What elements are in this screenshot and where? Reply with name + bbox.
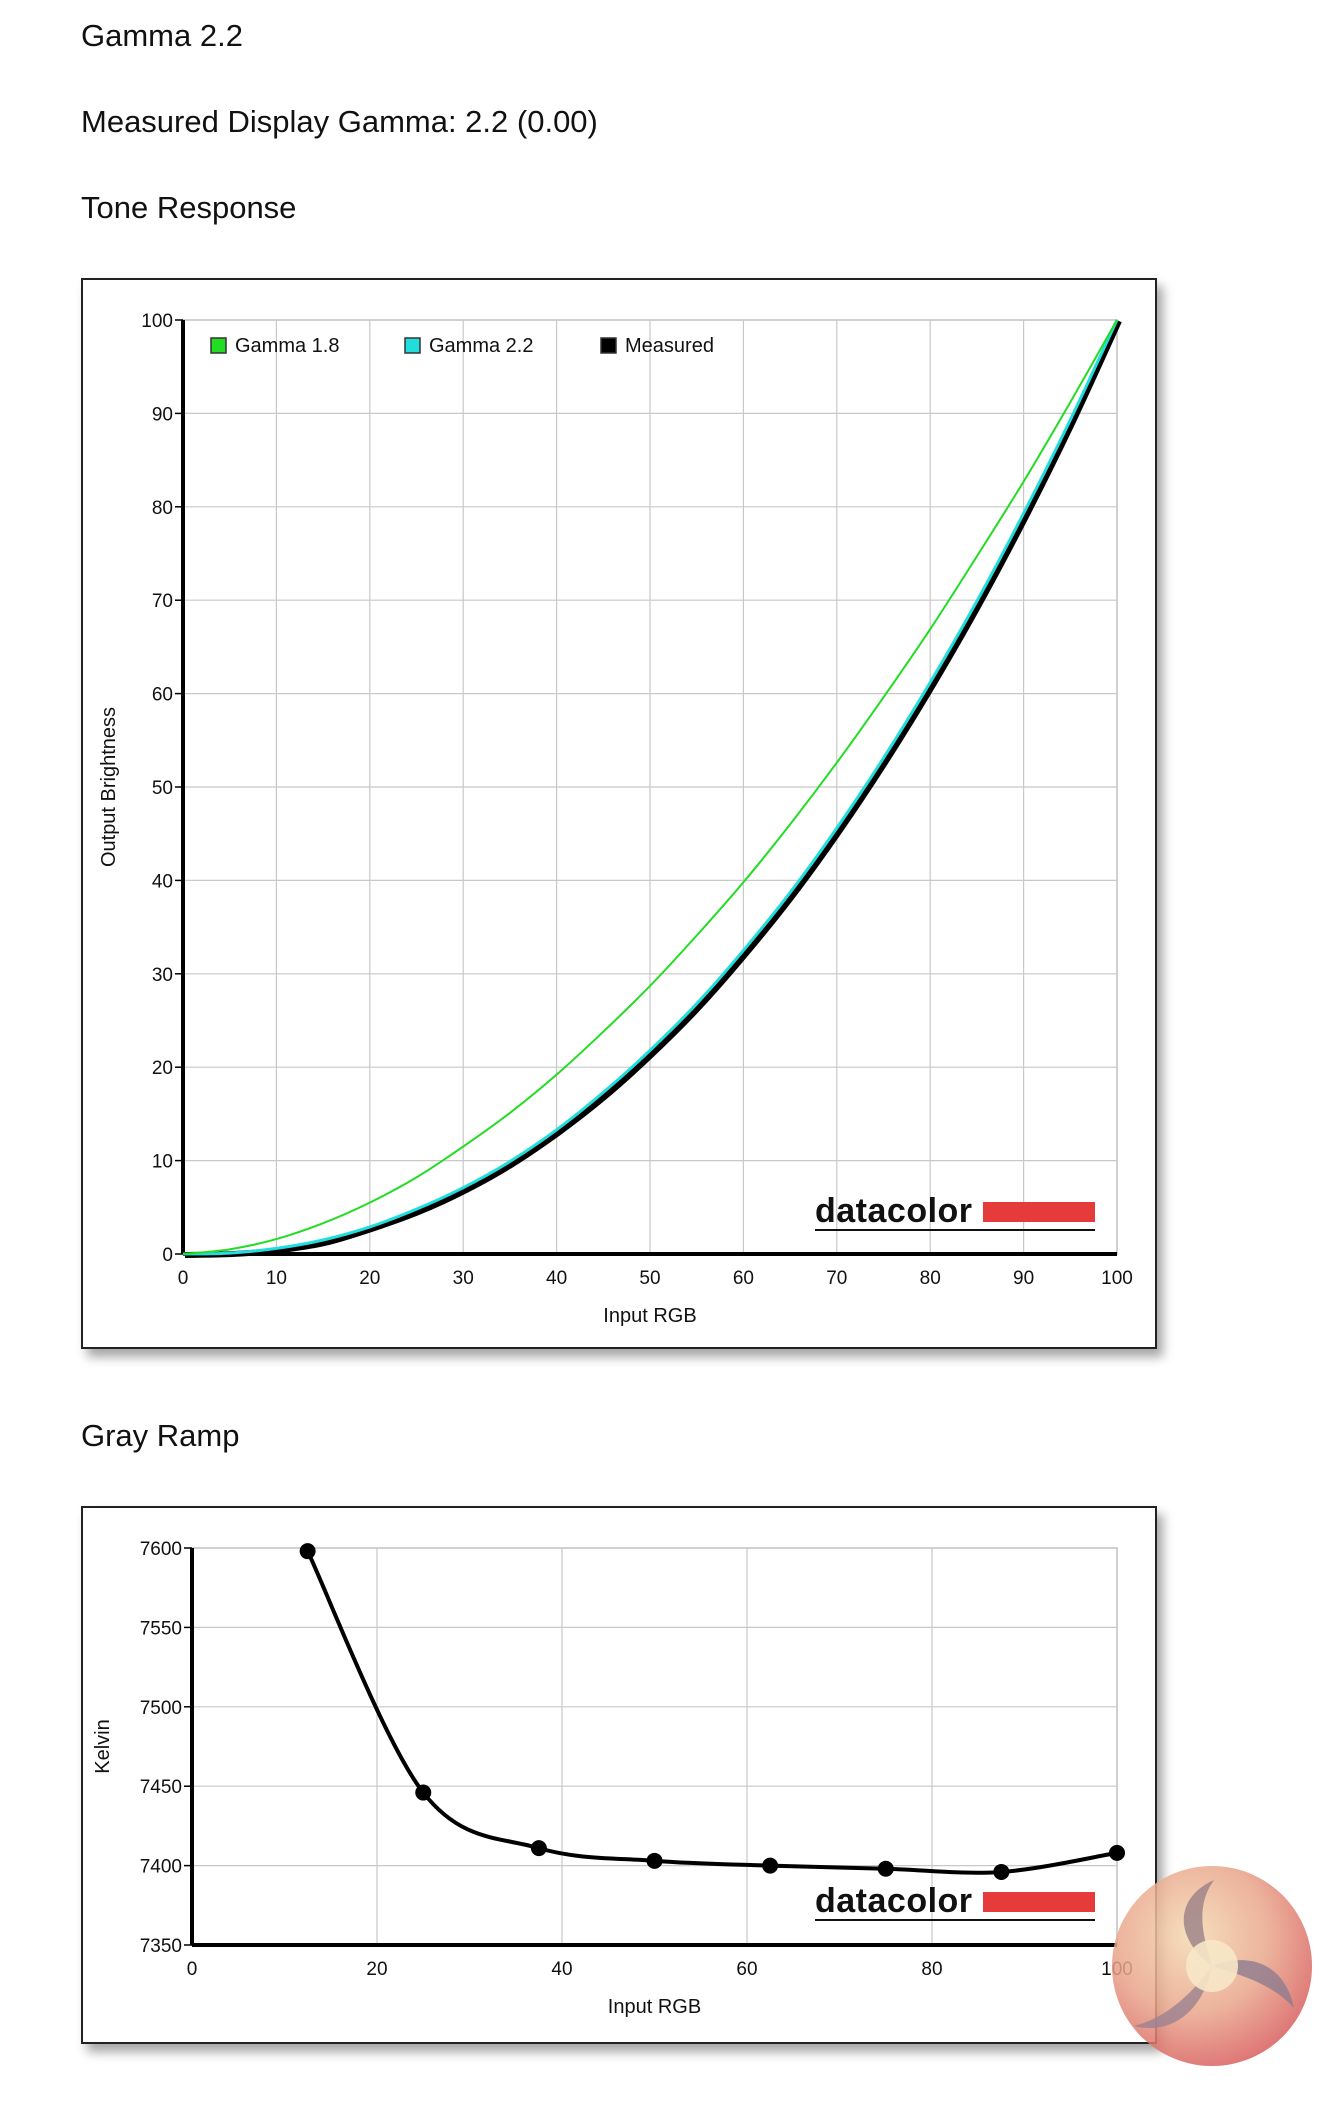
kelvin-data-point	[299, 1543, 316, 1560]
x-tick-label: 60	[736, 1959, 757, 1980]
y-tick-label: 0	[162, 1245, 173, 1266]
tone-response-chart: 0 10 20 30 40 50 60 70 80 90 100 0 10 20 30 40 50 60 70 80 9…	[98, 311, 1133, 1327]
legend-swatch	[404, 337, 421, 354]
y-tick-label: 90	[152, 404, 173, 425]
x-tick-label: 100	[1101, 1268, 1133, 1289]
y-tick-label: 50	[152, 778, 173, 799]
legend-label: Gamma 1.8	[235, 335, 339, 357]
x-tick-label: 40	[546, 1268, 567, 1289]
y-tick-label: 7350	[140, 1936, 182, 1957]
y-tick-label: 7500	[140, 1698, 182, 1719]
y-tick-label: 70	[152, 591, 173, 612]
gray-ramp-chart: 020406080100735074007450750075507600Inpu…	[92, 1539, 1133, 2018]
x-axis-label: Input RGB	[608, 1996, 701, 2018]
y-tick-label: 10	[152, 1152, 173, 1173]
x-tick-label: 90	[1013, 1268, 1034, 1289]
kelvin-data-point	[762, 1857, 779, 1874]
x-tick-label: 0	[187, 1959, 198, 1980]
y-tick-label: 100	[141, 311, 173, 332]
x-tick-label: 10	[266, 1268, 287, 1289]
gray-ramp-chart-panel: 020406080100735074007450750075507600Inpu…	[81, 1506, 1157, 2044]
series-line-gamma-2-2	[182, 319, 1119, 1256]
x-tick-label: 20	[366, 1959, 387, 1980]
kelvin-data-point	[877, 1860, 894, 1877]
kelvin-data-point	[646, 1852, 663, 1869]
x-tick-label: 50	[639, 1268, 660, 1289]
gray-ramp-title: Gray Ramp	[81, 1418, 240, 1453]
x-tick-label: 20	[359, 1268, 380, 1289]
kelvin-data-point	[415, 1784, 432, 1801]
kelvin-data-point	[1109, 1844, 1125, 1861]
kelvin-series-line	[305, 1550, 1118, 1875]
kitguru-logo-icon	[1112, 1866, 1312, 2066]
y-tick-label: 30	[152, 965, 173, 986]
y-tick-label: 7600	[140, 1539, 182, 1560]
measured-gamma-label: Measured Display Gamma: 2.2 (0.00)	[81, 104, 598, 139]
y-tick-label: 40	[152, 871, 173, 892]
legend-swatch	[600, 337, 617, 354]
y-tick-label: 20	[152, 1058, 173, 1079]
legend-label: Measured	[625, 335, 714, 357]
x-tick-label: 40	[551, 1959, 572, 1980]
kelvin-data-point	[530, 1840, 547, 1857]
page-heading: Gamma 2.2	[81, 18, 243, 53]
x-tick-label: 60	[733, 1268, 754, 1289]
x-tick-label: 0	[178, 1268, 189, 1289]
series-line-gamma-1-8	[182, 319, 1118, 1255]
datacolor-watermark-text: datacolor	[815, 1192, 973, 1230]
y-axis-label: Kelvin	[92, 1719, 114, 1773]
datacolor-watermark-bar	[983, 1202, 1095, 1222]
x-tick-label: 70	[826, 1268, 847, 1289]
tone-response-chart-panel: 0 10 20 30 40 50 60 70 80 90 100 0 10 20 30 40 50 60 70 80 9…	[81, 278, 1157, 1349]
y-tick-label: 60	[152, 685, 173, 706]
datacolor-watermark-bar	[983, 1892, 1095, 1912]
y-tick-label: 80	[152, 498, 173, 519]
y-tick-label: 7400	[140, 1857, 182, 1878]
datacolor-watermark-text: datacolor	[815, 1882, 973, 1920]
x-tick-label: 80	[921, 1959, 942, 1980]
x-axis-label: Input RGB	[603, 1305, 696, 1327]
y-axis-label: Output Brightness	[98, 707, 120, 867]
x-tick-label: 80	[920, 1268, 941, 1289]
tone-response-title: Tone Response	[81, 190, 297, 225]
kelvin-data-point	[993, 1863, 1010, 1880]
y-tick-label: 7450	[140, 1777, 182, 1798]
x-tick-label: 30	[453, 1268, 474, 1289]
legend-swatch	[210, 337, 227, 354]
legend-label: Gamma 2.2	[429, 335, 533, 357]
series-line-measured	[184, 319, 1122, 1258]
y-tick-label: 7550	[140, 1618, 182, 1639]
